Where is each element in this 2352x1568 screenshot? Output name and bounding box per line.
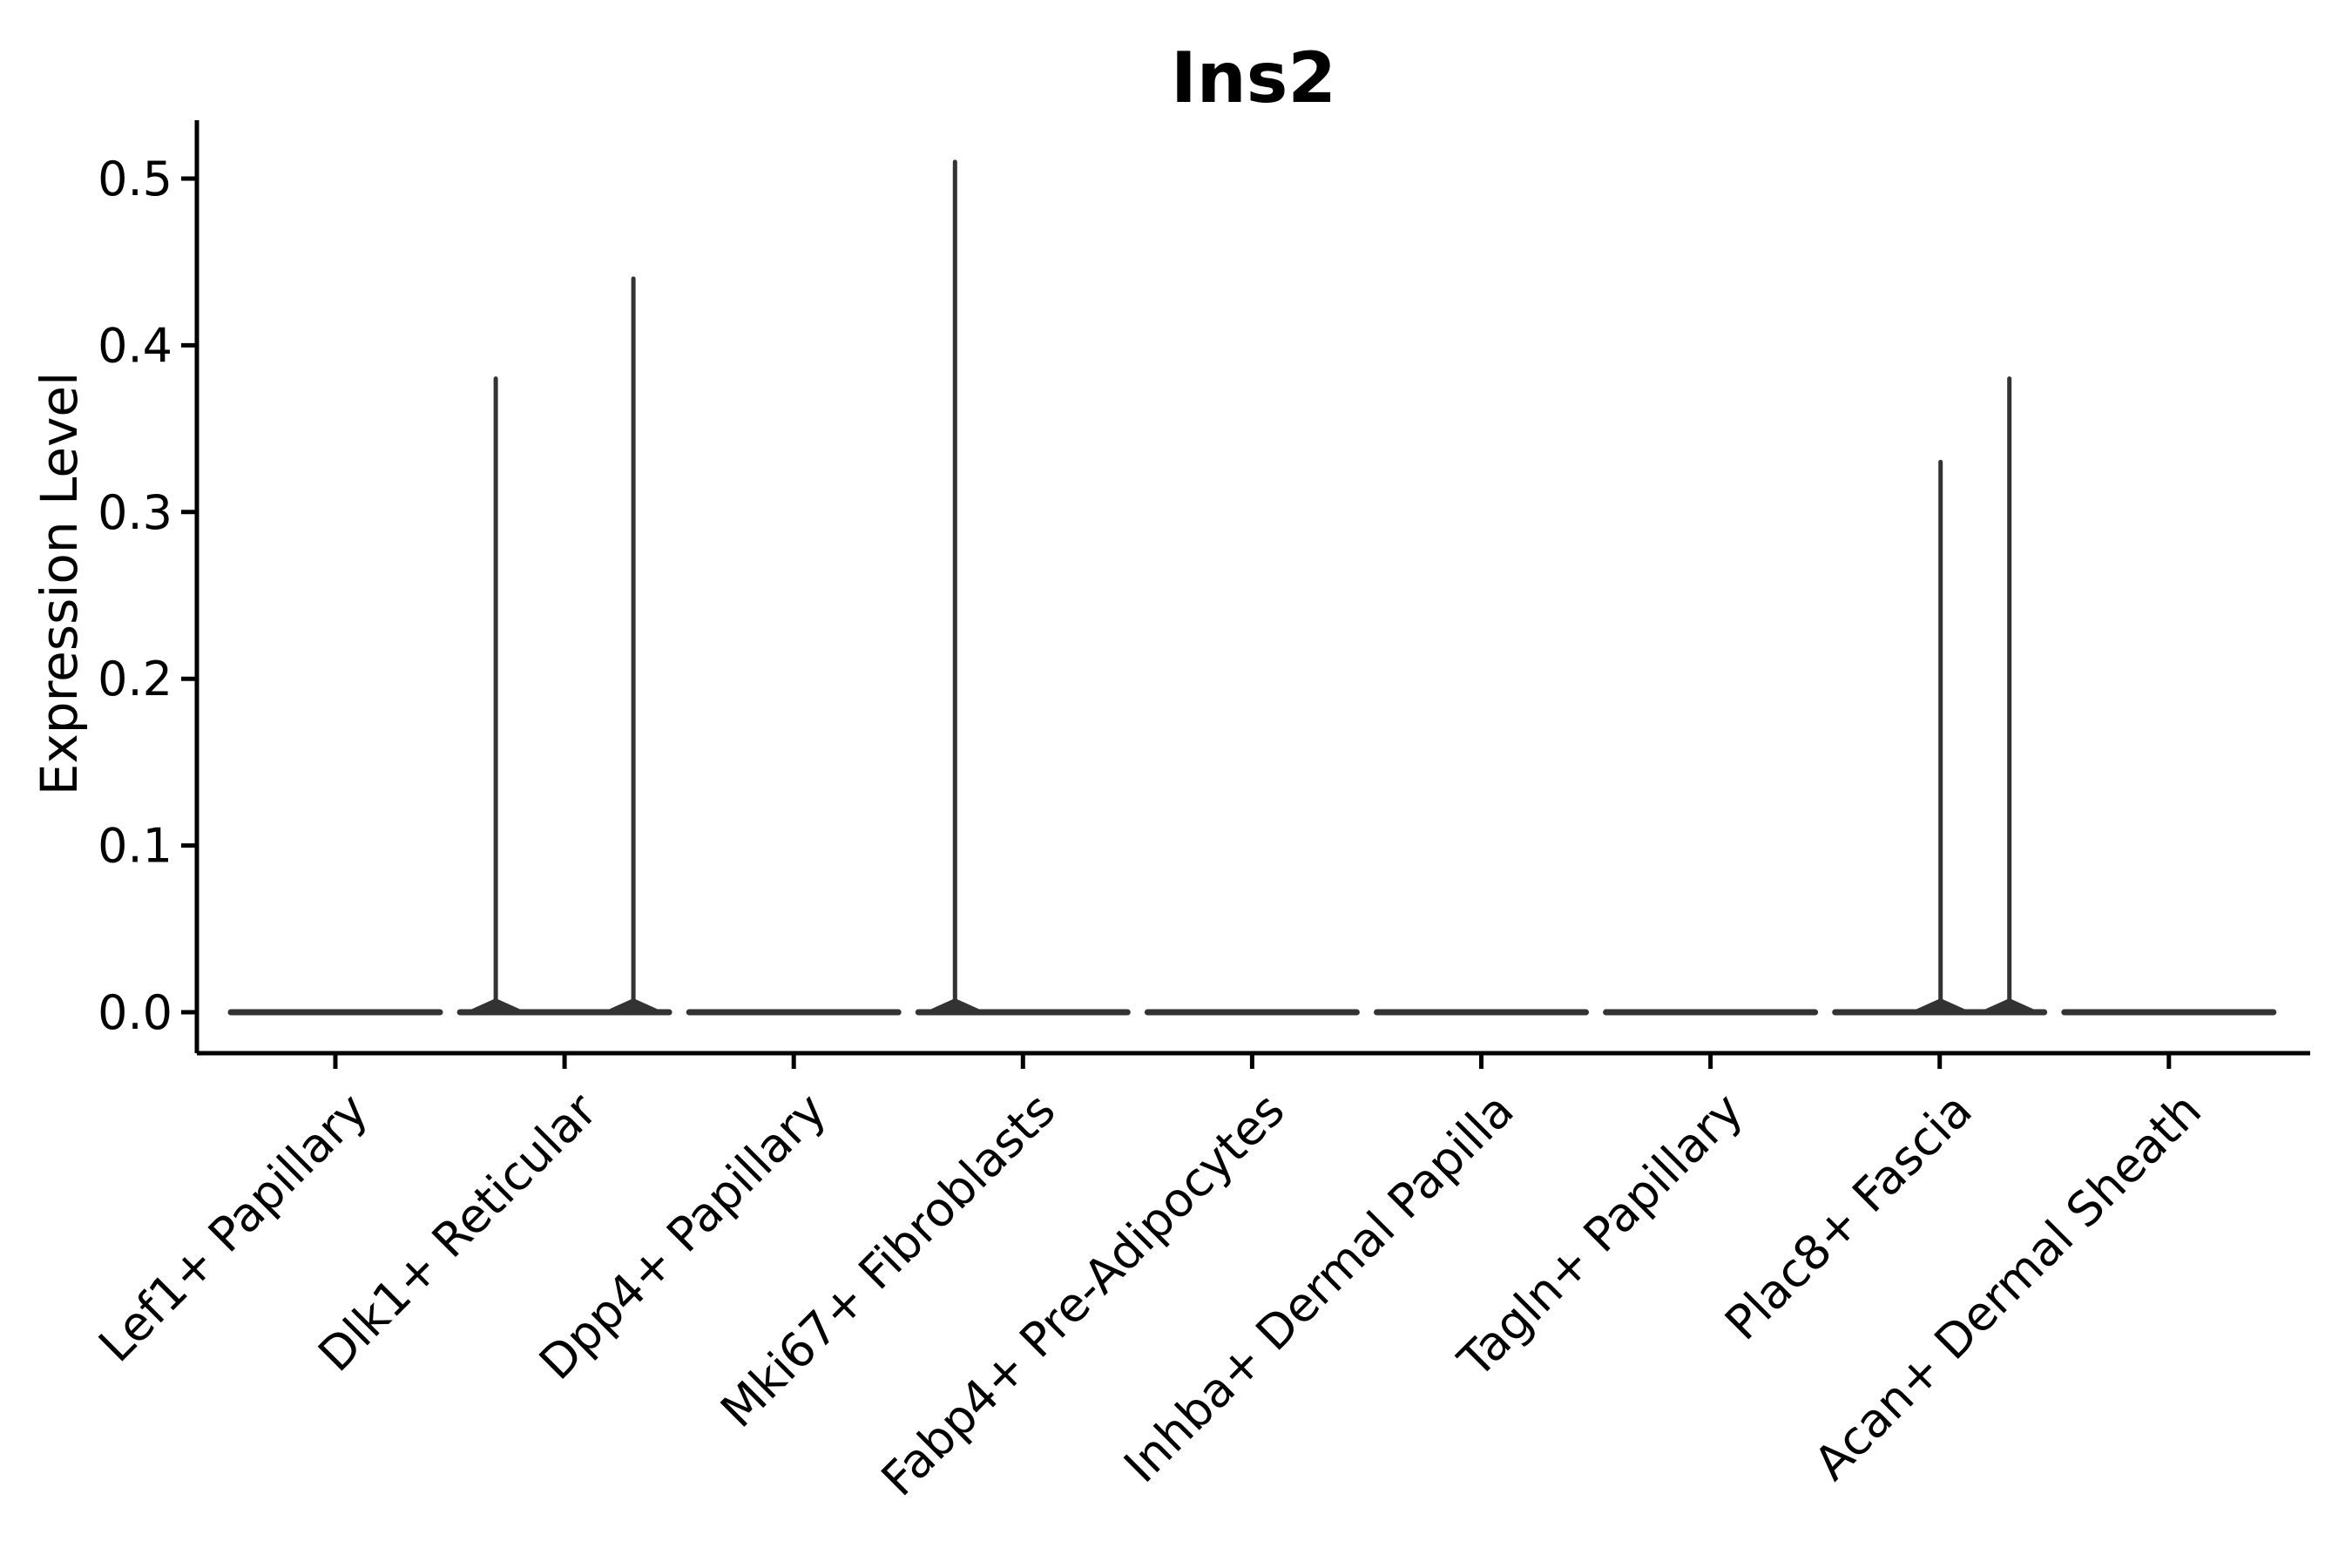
y-tick-label: 0.4 (98, 318, 172, 373)
x-tick-label: Plac8+ Fascia (1714, 1083, 1983, 1351)
y-tick-label: 0.5 (98, 152, 172, 206)
violin (1832, 376, 2048, 1016)
x-tick-label: Fabp4+ Pre-Adipocytes (871, 1083, 1295, 1507)
y-tick-label: 0.3 (98, 485, 172, 540)
violin (456, 276, 672, 1016)
y-tick-label: 0.2 (98, 652, 172, 706)
y-axis-label: Expression Level (30, 372, 89, 795)
x-tick-label: Acan+ Dermal Sheath (1804, 1083, 2212, 1490)
chart-title: Ins2 (1171, 37, 1336, 118)
x-tick-label: Inhba+ Dermal Papilla (1113, 1083, 1524, 1493)
violin (915, 159, 1131, 1016)
violin-layer (227, 159, 2277, 1016)
y-tick-label: 0.0 (98, 985, 172, 1040)
y-tick-label: 0.1 (98, 819, 172, 874)
